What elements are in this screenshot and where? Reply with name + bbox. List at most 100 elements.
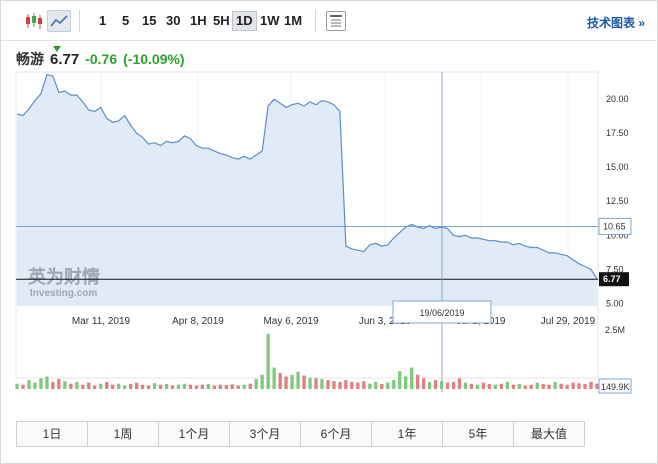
volume-bar <box>572 383 575 389</box>
volume-bar <box>577 383 580 389</box>
range-button-7[interactable]: 最大值 <box>514 422 584 446</box>
interval-button-5h[interactable]: 5H <box>210 11 233 31</box>
volume-current-label: 149.9K <box>599 379 631 393</box>
volume-bar <box>267 334 270 389</box>
x-tick-label: May 6, 2019 <box>263 316 318 327</box>
volume-bar <box>123 385 126 389</box>
volume-bar <box>410 368 413 389</box>
interval-button-15[interactable]: 15 <box>139 11 159 31</box>
volume-bar <box>302 376 305 390</box>
quote-header: 畅游 6.77 -0.76 (-10.09%) <box>16 48 185 70</box>
volume-bar <box>69 384 72 389</box>
volume-bar <box>416 375 419 389</box>
interval-button-5[interactable]: 5 <box>119 11 132 31</box>
x-axis-ticks: Mar 11, 2019 Apr 8, 2019 May 6, 2019 Jun 3,… <box>72 316 596 327</box>
last-price: 6.77 <box>50 51 79 68</box>
volume-bar <box>51 382 54 389</box>
volume-bar <box>15 384 18 389</box>
volume-bar <box>57 379 60 389</box>
volume-bar <box>422 378 425 389</box>
volume-bar <box>583 384 586 389</box>
volume-bar <box>207 384 210 389</box>
volume-bar <box>392 380 395 389</box>
price-area <box>17 75 597 306</box>
volume-bar <box>518 384 521 389</box>
volume-bar <box>231 384 234 389</box>
toolbar-divider <box>79 10 80 32</box>
volume-bar <box>566 385 569 389</box>
volume-bar <box>524 385 527 389</box>
range-button-6[interactable]: 5年 <box>443 422 514 446</box>
volume-bar <box>273 368 276 389</box>
range-button-4[interactable]: 6个月 <box>301 422 372 446</box>
volume-bar <box>506 382 509 389</box>
chart-toolbar: 1 5 15 30 1H 5H 1D 1W 1M 技术图表 » <box>1 1 657 41</box>
volume-bar <box>117 384 120 389</box>
table-icon[interactable] <box>326 11 346 31</box>
volume-bar <box>362 381 365 389</box>
range-button-5[interactable]: 1年 <box>372 422 443 446</box>
volume-bar <box>548 385 551 389</box>
interval-button-1m[interactable]: 1M <box>281 11 305 31</box>
line-chart-icon[interactable] <box>47 10 71 32</box>
volume-bar <box>201 385 204 389</box>
interval-button-1h[interactable]: 1H <box>187 11 210 31</box>
volume-bar <box>446 383 449 389</box>
candlestick-icon[interactable] <box>21 10 45 32</box>
crosshair-price-label: 10.65 <box>599 218 631 234</box>
volume-bar <box>452 382 455 389</box>
volume-bar <box>255 379 258 389</box>
volume-bar <box>141 385 144 389</box>
volume-bar <box>589 382 592 389</box>
volume-bar <box>595 384 598 389</box>
volume-bar <box>482 383 485 389</box>
volume-current-text: 149.9K <box>601 382 630 392</box>
interval-button-30[interactable]: 30 <box>163 11 183 31</box>
range-button-3[interactable]: 3个月 <box>230 422 301 446</box>
volume-bar <box>368 384 371 389</box>
volume-bar <box>380 384 383 389</box>
x-tick-label: Apr 8, 2019 <box>172 316 224 327</box>
technical-chart-link[interactable]: 技术图表 » <box>587 14 645 31</box>
crosshair-price-text: 10.65 <box>603 221 626 231</box>
y-tick-label: 17.50 <box>606 128 629 138</box>
range-button-0[interactable]: 1日 <box>17 422 88 446</box>
range-button-1[interactable]: 1周 <box>88 422 159 446</box>
range-button-2[interactable]: 1个月 <box>159 422 230 446</box>
y-tick-label: 20.00 <box>606 94 629 104</box>
interval-button-1d[interactable]: 1D <box>232 11 257 31</box>
volume-bar <box>320 379 323 389</box>
volume-bar <box>237 385 240 389</box>
volume-bar <box>512 385 515 389</box>
volume-bar <box>111 385 114 389</box>
volume-bar <box>93 385 96 389</box>
watermark-en: Investing.com <box>30 288 97 299</box>
volume-bar <box>290 375 293 389</box>
volume-bar <box>428 382 431 389</box>
interval-button-1w[interactable]: 1W <box>257 11 283 31</box>
volume-bar <box>249 384 252 389</box>
time-range-selector: 1日 1周 1个月 3个月 6个月 1年 5年 最大值 <box>16 421 585 447</box>
volume-bar <box>440 381 443 389</box>
volume-bar <box>33 383 36 389</box>
volume-bar <box>159 385 162 389</box>
volume-bar <box>308 378 311 389</box>
volume-bar <box>279 373 282 389</box>
x-tick-label: Jul 29, 2019 <box>541 316 596 327</box>
volume-bar <box>314 378 317 389</box>
volume-bar <box>27 380 30 389</box>
volume-bar <box>45 377 48 390</box>
volume-bar <box>488 384 491 389</box>
volume-bar <box>284 377 287 390</box>
volume-bar <box>183 384 186 389</box>
volume-bar <box>332 381 335 389</box>
volume-bar <box>195 385 198 389</box>
volume-bar <box>338 382 341 389</box>
interval-button-1[interactable]: 1 <box>96 11 109 31</box>
instrument-name: 畅游 <box>16 51 44 67</box>
crosshair-date-text: 19/06/2019 <box>419 308 464 318</box>
volume-bar <box>494 385 497 389</box>
price-chart[interactable]: 英为财情 Investing.com 20.00 17.50 15.00 12.50 1… <box>0 70 658 420</box>
volume-bar <box>189 385 192 389</box>
volume-bar <box>458 378 461 389</box>
